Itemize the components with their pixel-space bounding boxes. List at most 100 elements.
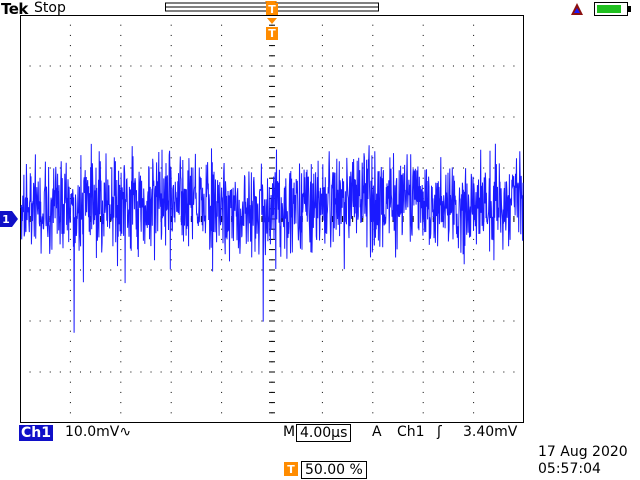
grid-dot	[170, 310, 172, 312]
grid-dot	[342, 116, 344, 118]
grid-dot	[190, 116, 192, 118]
grid-dot	[321, 269, 323, 271]
grid-dot	[69, 310, 71, 312]
grid-dot	[513, 269, 515, 271]
grid-dot	[110, 371, 112, 373]
grid-dot	[59, 167, 61, 169]
grid-dot	[241, 167, 243, 169]
grid-dot	[422, 24, 424, 26]
grid-dot	[321, 45, 323, 47]
grid-dot	[321, 15, 323, 16]
grid-dot	[392, 320, 394, 322]
grid-dot	[231, 371, 233, 373]
grid-dot	[170, 412, 172, 414]
trigger-source[interactable]: Ch1	[397, 424, 425, 440]
grid-dot	[221, 177, 223, 179]
grid-dot	[422, 310, 424, 312]
grid-dot	[251, 320, 253, 322]
grid-dot	[49, 269, 51, 271]
grid-dot	[69, 126, 71, 128]
grid-dot	[291, 320, 293, 322]
grid-dot	[372, 371, 374, 373]
grid-dot	[463, 167, 465, 169]
channel1-ground-marker[interactable]: 1	[0, 211, 20, 227]
grid-dot	[422, 412, 424, 414]
grid-dot	[170, 24, 172, 26]
horizontal-position-readout[interactable]: 50.00 %	[301, 461, 367, 479]
grid-dot	[69, 269, 71, 271]
grid-dot	[372, 259, 374, 261]
grid-dot	[503, 116, 505, 118]
grid-dot	[211, 269, 213, 271]
grid-dot	[422, 116, 424, 118]
trigger-level[interactable]: 3.40mV	[463, 424, 518, 440]
grid-dot	[422, 177, 424, 179]
grid-dot	[59, 269, 61, 271]
grid-dot	[432, 167, 434, 169]
timebase-prefix: M	[283, 424, 296, 440]
grid-dot	[473, 75, 475, 77]
grid-dot	[160, 320, 162, 322]
grid-dot	[200, 167, 202, 169]
grid-dot	[372, 15, 374, 16]
channel1-scale[interactable]: 10.0mV∿	[65, 424, 131, 440]
grid-dot	[473, 157, 475, 159]
grid-dot	[110, 65, 112, 67]
grid-dot	[69, 96, 71, 98]
grid-dot	[281, 167, 283, 169]
grid-dot	[221, 259, 223, 261]
grid-dot	[372, 391, 374, 393]
grid-dot	[523, 269, 524, 271]
grid-dot	[221, 167, 223, 169]
grid-dot	[452, 269, 454, 271]
grid-dot	[412, 269, 414, 271]
grid-dot	[422, 259, 424, 261]
grid-dot	[160, 116, 162, 118]
grid-dot	[69, 75, 71, 77]
grid-dot	[372, 330, 374, 332]
grid-dot	[20, 269, 21, 271]
grid-dot	[69, 412, 71, 414]
grid-dot	[69, 55, 71, 57]
grid-dot	[402, 167, 404, 169]
grid-dot	[79, 320, 81, 322]
grid-dot	[150, 65, 152, 67]
grid-dot	[473, 249, 475, 251]
grid-dot	[20, 320, 21, 322]
grid-dot	[281, 116, 283, 118]
trigger-status-icon	[571, 3, 583, 15]
grid-dot	[69, 15, 71, 16]
grid-dot	[231, 167, 233, 169]
grid-dot	[90, 269, 92, 271]
grid-dot	[513, 167, 515, 169]
grid-dot	[221, 45, 223, 47]
grid-dot	[392, 371, 394, 373]
grid-dot	[120, 45, 122, 47]
grid-dot	[221, 238, 223, 240]
grid-dot	[69, 361, 71, 363]
grid-dot	[170, 381, 172, 383]
timebase-readout[interactable]: 4.00µs	[296, 424, 352, 442]
grid-dot	[140, 320, 142, 322]
grid-dot	[200, 371, 202, 373]
grid-dot	[372, 116, 374, 118]
grid-dot	[69, 279, 71, 281]
channel1-label[interactable]: Ch1	[19, 425, 53, 441]
grid-dot	[321, 228, 323, 230]
grid-dot	[170, 116, 172, 118]
grid-dot	[120, 402, 122, 404]
grid-dot	[39, 167, 41, 169]
grid-dot	[372, 340, 374, 342]
grid-dot	[100, 269, 102, 271]
grid-dot	[120, 351, 122, 353]
grid-dot	[422, 136, 424, 138]
grid-dot	[412, 320, 414, 322]
grid-dot	[211, 65, 213, 67]
grid-dot	[311, 65, 313, 67]
grid-dot	[473, 136, 475, 138]
grid-dot	[20, 371, 21, 373]
grid-dot	[513, 371, 515, 373]
grid-dot	[422, 15, 424, 16]
grid-dot	[29, 269, 31, 271]
grid-dot	[473, 96, 475, 98]
